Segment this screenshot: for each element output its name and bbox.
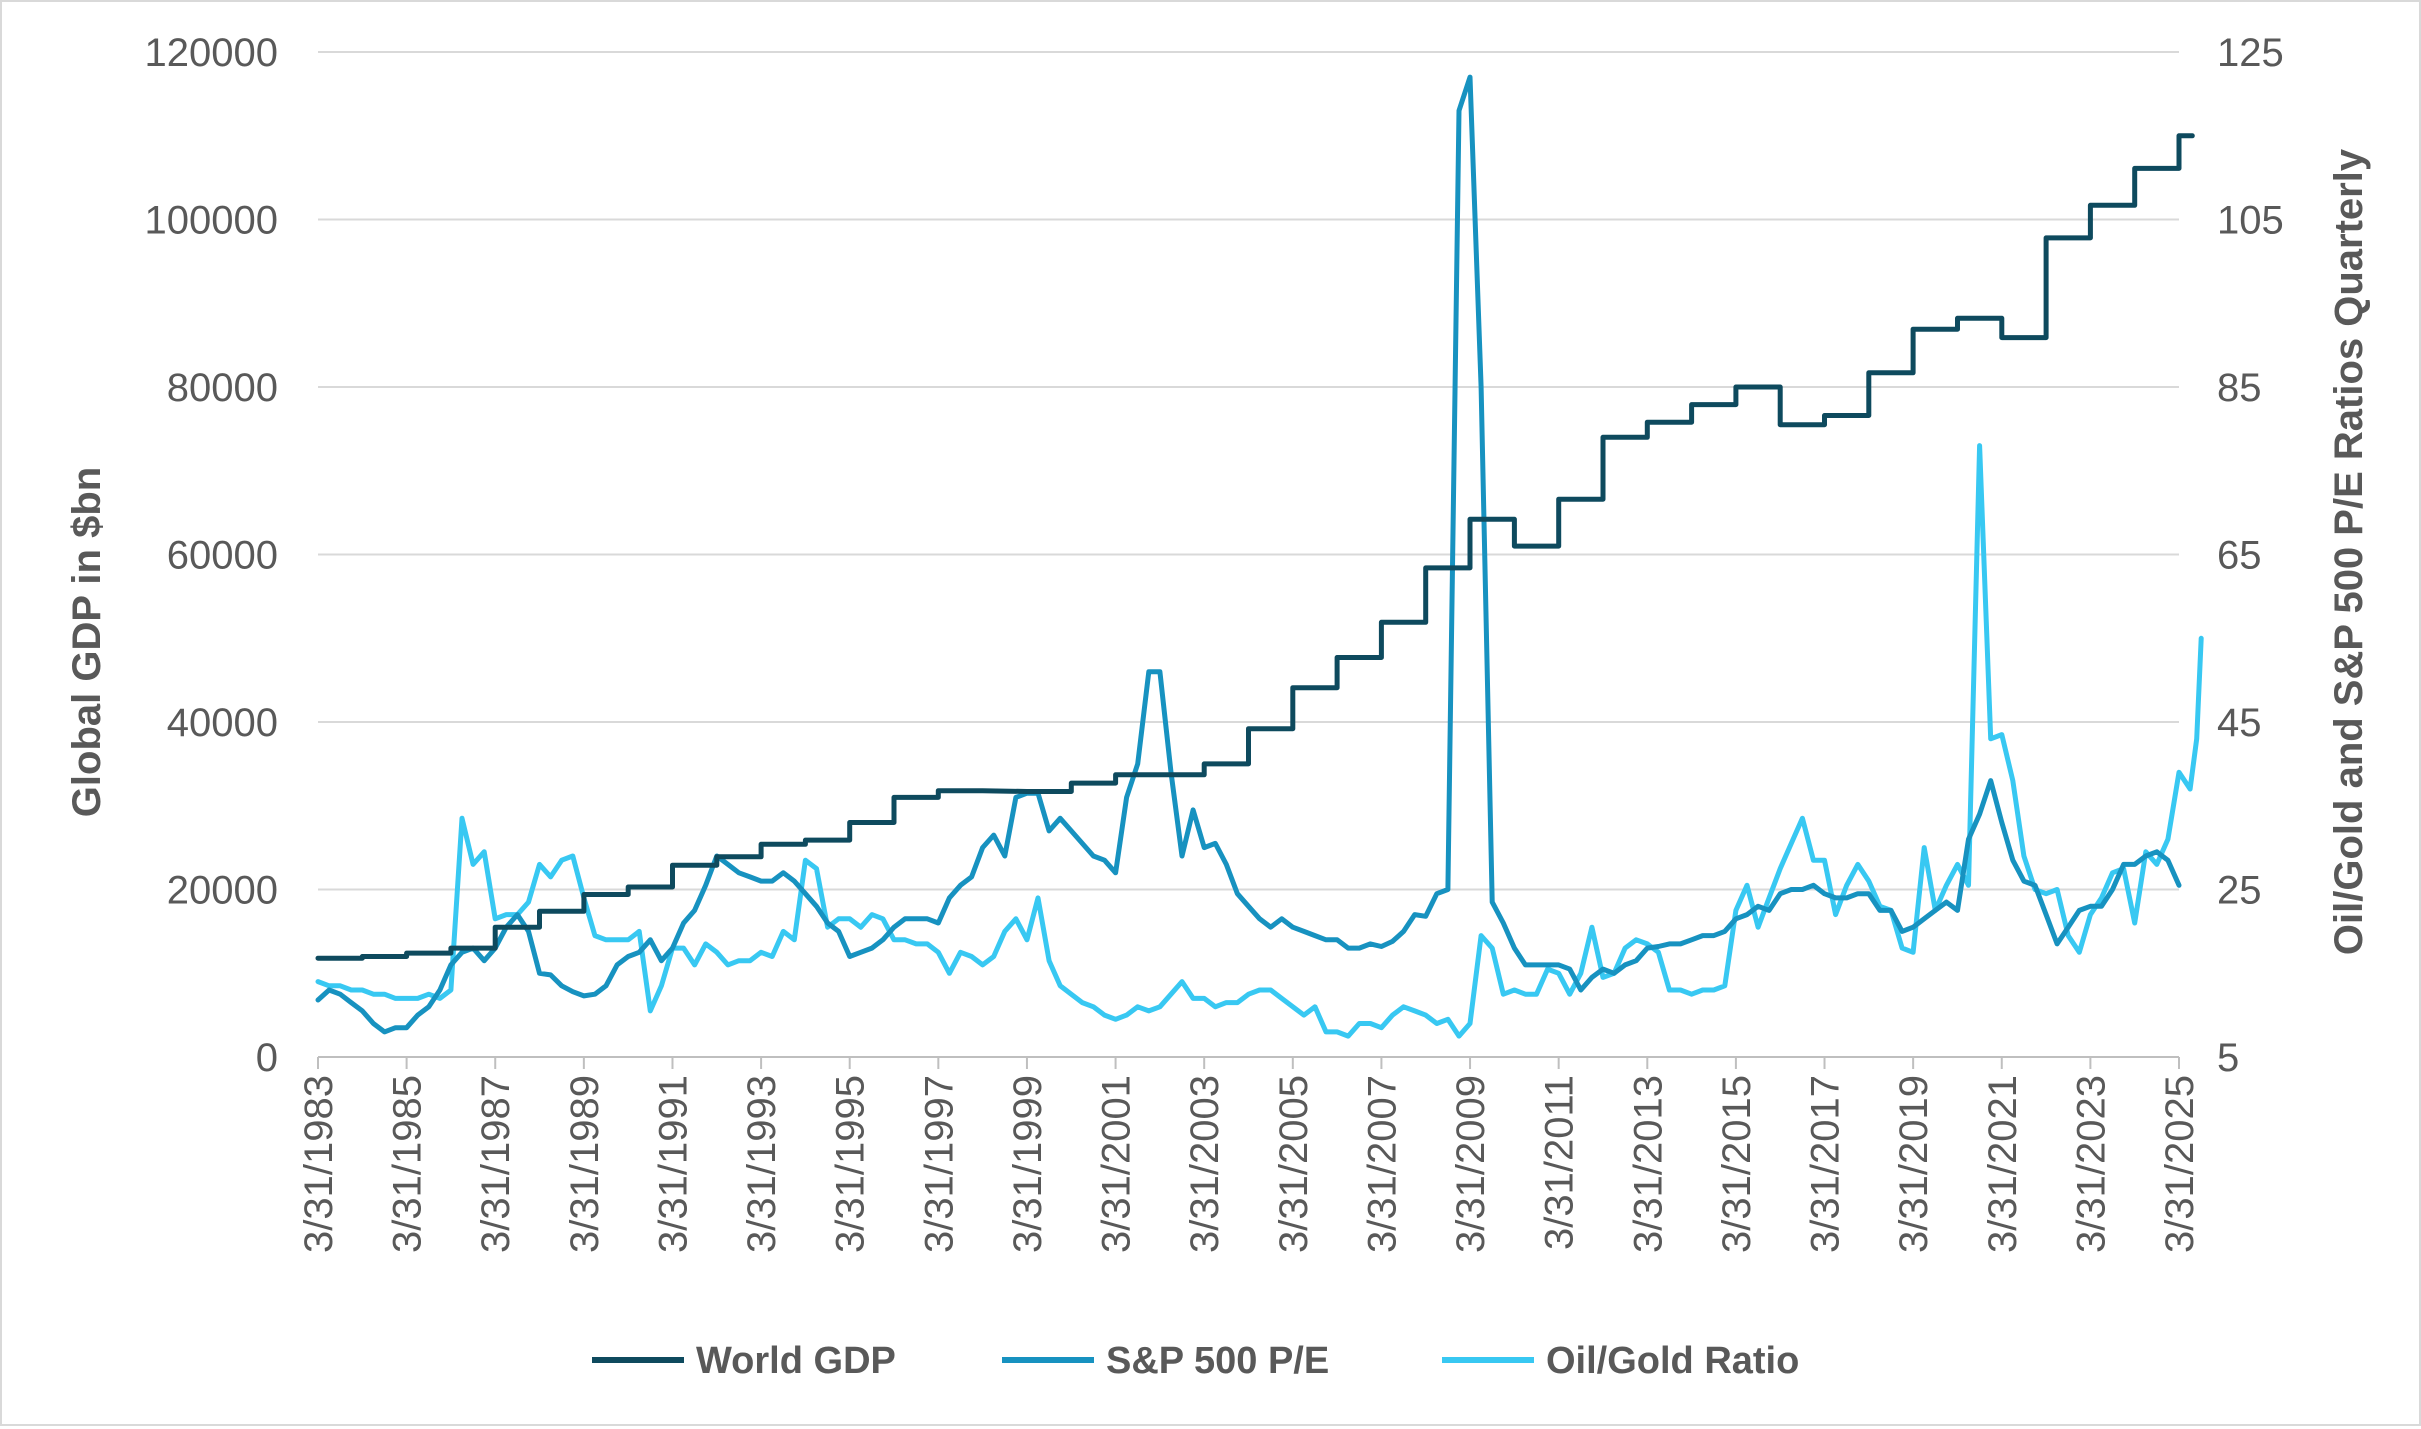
y2-tick-label: 125 bbox=[2217, 31, 2284, 75]
legend-label: World GDP bbox=[696, 1340, 896, 1382]
y2-tick-label: 25 bbox=[2217, 869, 2262, 913]
y-tick-label: 20000 bbox=[167, 869, 278, 913]
series-line-s-p-500-p-e bbox=[315, 74, 2182, 1035]
x-tick-label: 3/31/2003 bbox=[1183, 1075, 1227, 1253]
series-line-oil-gold-ratio bbox=[315, 443, 2204, 1039]
y-tick-label: 120000 bbox=[145, 31, 278, 75]
y2-tick-label: 45 bbox=[2217, 701, 2262, 745]
y2-axis-ticks: 5 25 45 65 85 105 125 bbox=[2217, 31, 2284, 1080]
x-tick-label: 3/31/2017 bbox=[1804, 1075, 1848, 1253]
y-tick-label: 80000 bbox=[167, 366, 278, 410]
y-tick-label: 0 bbox=[256, 1036, 278, 1080]
x-tick-label: 3/31/1987 bbox=[474, 1075, 518, 1253]
y-tick-label: 100000 bbox=[145, 199, 278, 243]
x-tick-label: 3/31/2007 bbox=[1360, 1075, 1404, 1253]
x-tick-label: 3/31/1993 bbox=[740, 1075, 784, 1253]
x-tick-label: 3/31/2025 bbox=[2158, 1075, 2202, 1253]
x-tick-label: 3/31/2011 bbox=[1538, 1075, 1582, 1250]
x-tick-label: 3/31/2001 bbox=[1095, 1075, 1139, 1253]
y2-tick-label: 85 bbox=[2217, 366, 2262, 410]
x-tick-label: 3/31/2021 bbox=[1981, 1075, 2025, 1253]
x-tick-label: 3/31/1997 bbox=[917, 1075, 961, 1253]
x-tick-label: 3/31/1995 bbox=[829, 1075, 873, 1253]
x-tick-label: 3/31/1989 bbox=[563, 1075, 607, 1253]
y2-tick-label: 105 bbox=[2217, 199, 2284, 243]
x-tick-label: 3/31/1999 bbox=[1006, 1075, 1050, 1253]
y-tick-label: 40000 bbox=[167, 701, 278, 745]
y-axis-title: Global GDP in $bn bbox=[65, 467, 109, 817]
y2-tick-label: 5 bbox=[2217, 1036, 2239, 1080]
gridlines bbox=[318, 51, 2179, 891]
x-tick-label: 3/31/2005 bbox=[1272, 1075, 1316, 1253]
y2-axis-title: Oil/Gold and S&P 500 P/E Ratios Quarterl… bbox=[2327, 148, 2371, 955]
x-tick-label: 3/31/1985 bbox=[386, 1075, 430, 1253]
x-tick-label: 3/31/2023 bbox=[2069, 1075, 2113, 1253]
series-line-world-gdp bbox=[315, 133, 2195, 961]
x-tick-label: 3/31/1983 bbox=[297, 1075, 341, 1253]
y-axis-ticks: 0 20000 40000 60000 80000 100000 120000 bbox=[145, 31, 278, 1080]
x-axis-ticks: 3/31/1983 3/31/1985 3/31/1987 3/31/1989 3/31… bbox=[297, 1057, 2202, 1253]
x-tick-label: 3/31/2013 bbox=[1626, 1075, 1670, 1253]
x-tick-label: 3/31/1991 bbox=[651, 1075, 695, 1253]
x-tick-label: 3/31/2019 bbox=[1892, 1075, 1936, 1253]
x-tick-label: 3/31/2009 bbox=[1449, 1075, 1493, 1253]
legend-label: Oil/Gold Ratio bbox=[1546, 1340, 1799, 1382]
y2-tick-label: 65 bbox=[2217, 534, 2262, 578]
legend: World GDP S&P 500 P/E Oil/Gold Ratio bbox=[592, 1340, 1799, 1382]
legend-label: S&P 500 P/E bbox=[1106, 1340, 1329, 1382]
x-tick-label: 3/31/2015 bbox=[1715, 1075, 1759, 1253]
y-tick-label: 60000 bbox=[167, 534, 278, 578]
series-layer bbox=[315, 74, 2204, 1039]
